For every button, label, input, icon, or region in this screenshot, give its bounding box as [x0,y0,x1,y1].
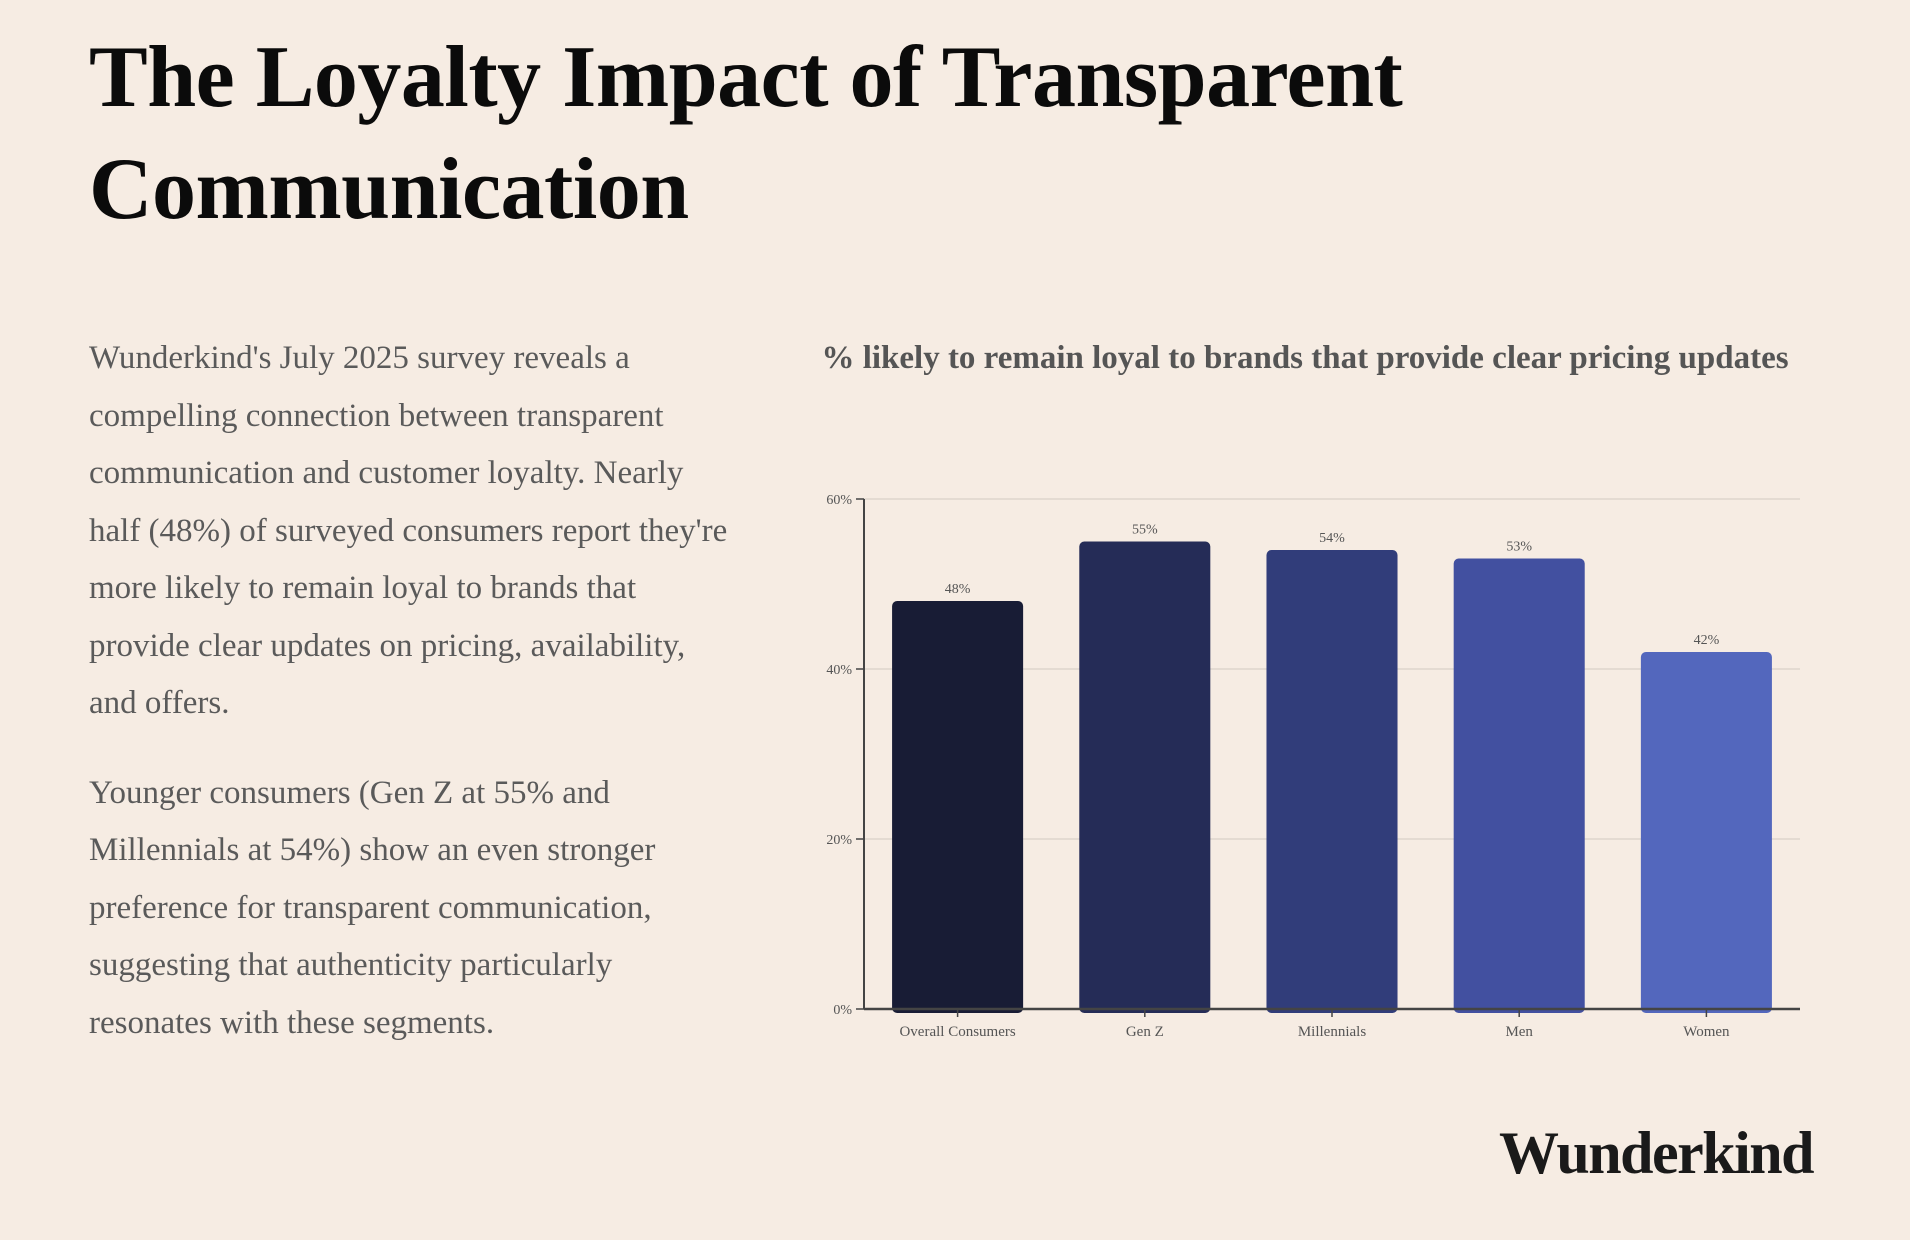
body-paragraph: Younger consumers (Gen Z at 55% and Mill… [89,774,656,1041]
body-paragraph: Wunderkind's July 2025 survey reveals a … [89,340,728,721]
data-label: 48% [945,582,971,597]
x-tick-label: Overall Consumers [899,1024,1015,1040]
page-title: The Loyalty Impact of Transparent Commun… [89,29,1403,238]
y-tick-label: 20% [826,833,852,848]
brand-logo: Wunderkind [1498,1120,1815,1186]
x-tick-label: Millennials [1298,1024,1366,1040]
chart-title: % likely to remain loyal to brands that … [821,340,1789,376]
data-label: 54% [1319,531,1345,546]
bar [892,601,1024,1013]
bar [1640,652,1772,1013]
y-tick-label: 40% [826,663,852,678]
y-tick-label: 60% [826,493,852,508]
data-label: 53% [1506,540,1532,555]
body-text: Wunderkind's July 2025 survey reveals a … [89,330,739,1084]
y-tick-label: 0% [833,1003,852,1018]
bar [1266,550,1398,1013]
bar [1079,541,1211,1013]
data-label: 42% [1694,633,1720,648]
x-tick-label: Men [1505,1024,1533,1040]
x-tick-label: Women [1683,1024,1730,1040]
data-label: 55% [1132,523,1158,538]
bar [1453,558,1585,1013]
x-tick-label: Gen Z [1126,1024,1164,1040]
